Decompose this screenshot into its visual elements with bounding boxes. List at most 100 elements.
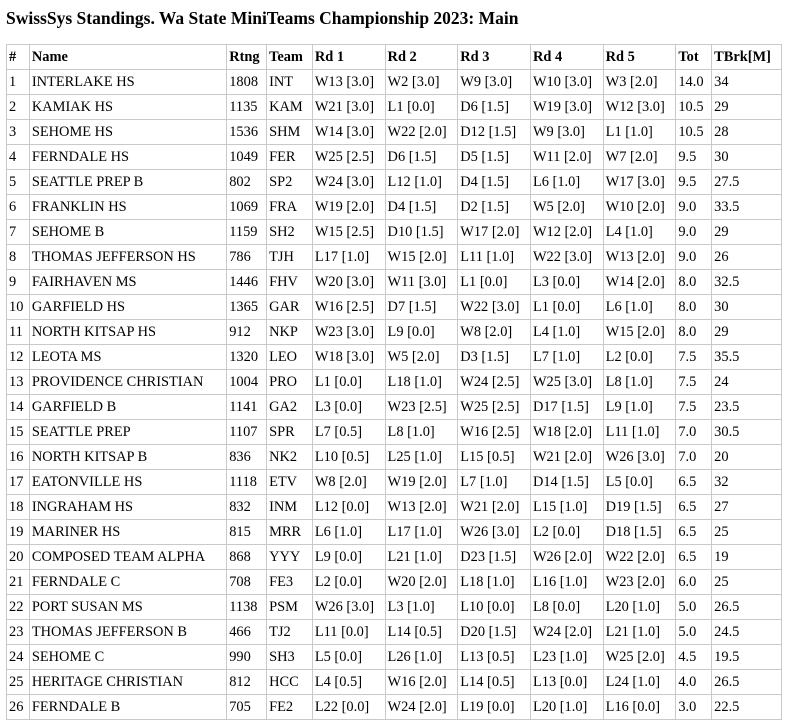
- cell-round-2: W20 [2.0]: [385, 570, 459, 595]
- cell-tiebreak: 26.5: [712, 670, 782, 695]
- column-header-round-2: Rd 2: [385, 45, 459, 70]
- cell-round-3: L1 [0.0]: [458, 270, 531, 295]
- cell-round-1: W8 [2.0]: [312, 470, 386, 495]
- cell-round-5: L2 [0.0]: [603, 345, 677, 370]
- cell-rank: 6: [7, 195, 30, 220]
- cell-tiebreak: 19: [712, 545, 782, 570]
- cell-tiebreak: 34: [712, 70, 782, 95]
- cell-total: 6.0: [676, 570, 713, 595]
- cell-round-1: W26 [3.0]: [312, 595, 386, 620]
- cell-round-2: W19 [2.0]: [385, 470, 459, 495]
- cell-round-1: L12 [0.0]: [312, 495, 386, 520]
- column-header-rating: Rtng: [227, 45, 268, 70]
- cell-round-3: W21 [2.0]: [458, 495, 531, 520]
- cell-team-code: GAR: [267, 295, 313, 320]
- cell-round-4: L16 [1.0]: [530, 570, 604, 595]
- cell-tiebreak: 19.5: [712, 645, 782, 670]
- cell-round-5: L21 [1.0]: [603, 620, 677, 645]
- cell-round-4: W5 [2.0]: [530, 195, 604, 220]
- table-row: 8 THOMAS JEFFERSON HS 786 TJH L17 [1.0] W15 […: [7, 245, 782, 270]
- cell-round-4: L15 [1.0]: [530, 495, 604, 520]
- cell-round-2: W13 [2.0]: [385, 495, 459, 520]
- cell-round-4: L4 [1.0]: [530, 320, 604, 345]
- cell-total: 9.0: [676, 220, 713, 245]
- table-row: 7 SEHOME B 1159 SH2 W15 [2.5] D10 [1.5] W17 [2…: [7, 220, 782, 245]
- cell-round-5: W10 [2.0]: [603, 195, 677, 220]
- cell-round-2: W16 [2.0]: [385, 670, 459, 695]
- cell-rating: 1446: [227, 270, 268, 295]
- cell-total: 9.0: [676, 245, 713, 270]
- cell-round-3: D23 [1.5]: [458, 545, 531, 570]
- cell-round-1: L10 [0.5]: [312, 445, 386, 470]
- table-row: 19 MARINER HS 815 MRR L6 [1.0] L17 [1.0] W26 […: [7, 520, 782, 545]
- cell-round-3: L15 [0.5]: [458, 445, 531, 470]
- cell-team-code: SPR: [267, 420, 313, 445]
- cell-rank: 25: [7, 670, 30, 695]
- cell-rating: 1536: [227, 120, 268, 145]
- cell-round-3: W8 [2.0]: [458, 320, 531, 345]
- cell-rating: 832: [227, 495, 268, 520]
- cell-tiebreak: 29: [712, 95, 782, 120]
- cell-round-2: L12 [1.0]: [385, 170, 459, 195]
- cell-round-4: L2 [0.0]: [530, 520, 604, 545]
- cell-team-name: THOMAS JEFFERSON HS: [29, 245, 228, 270]
- cell-rating: 1365: [227, 295, 268, 320]
- cell-team-name: MARINER HS: [29, 520, 228, 545]
- cell-total: 5.0: [676, 595, 713, 620]
- cell-team-code: TJ2: [267, 620, 313, 645]
- cell-round-3: L14 [0.5]: [458, 670, 531, 695]
- cell-rating: 1135: [227, 95, 268, 120]
- cell-total: 10.5: [676, 120, 713, 145]
- cell-tiebreak: 25: [712, 520, 782, 545]
- cell-round-2: L8 [1.0]: [385, 420, 459, 445]
- column-header-team-name: Name: [29, 45, 228, 70]
- table-row: 9 FAIRHAVEN MS 1446 FHV W20 [3.0] W11 [3.0] L1…: [7, 270, 782, 295]
- cell-round-5: D18 [1.5]: [603, 520, 677, 545]
- cell-total: 6.5: [676, 545, 713, 570]
- cell-round-2: L3 [1.0]: [385, 595, 459, 620]
- cell-round-4: W19 [3.0]: [530, 95, 604, 120]
- cell-rank: 18: [7, 495, 30, 520]
- column-header-round-1: Rd 1: [312, 45, 386, 70]
- cell-team-name: SEHOME B: [29, 220, 228, 245]
- cell-rank: 20: [7, 545, 30, 570]
- cell-tiebreak: 29: [712, 220, 782, 245]
- cell-team-name: FRANKLIN HS: [29, 195, 228, 220]
- cell-round-1: L17 [1.0]: [312, 245, 386, 270]
- cell-rank: 9: [7, 270, 30, 295]
- cell-round-4: W12 [2.0]: [530, 220, 604, 245]
- cell-team-name: SEHOME HS: [29, 120, 228, 145]
- cell-team-code: GA2: [267, 395, 313, 420]
- cell-round-3: L19 [0.0]: [458, 695, 531, 720]
- cell-tiebreak: 24: [712, 370, 782, 395]
- cell-team-name: THOMAS JEFFERSON B: [29, 620, 228, 645]
- cell-team-name: FERNDALE HS: [29, 145, 228, 170]
- cell-round-3: L7 [1.0]: [458, 470, 531, 495]
- cell-round-1: W23 [3.0]: [312, 320, 386, 345]
- cell-round-5: L9 [1.0]: [603, 395, 677, 420]
- table-row: 5 SEATTLE PREP B 802 SP2 W24 [3.0] L12 [1.0] D…: [7, 170, 782, 195]
- cell-team-name: NORTH KITSAP B: [29, 445, 228, 470]
- cell-rating: 802: [227, 170, 268, 195]
- table-row: 11 NORTH KITSAP HS 912 NKP W23 [3.0] L9 [0.0]…: [7, 320, 782, 345]
- cell-rating: 708: [227, 570, 268, 595]
- cell-round-1: L5 [0.0]: [312, 645, 386, 670]
- cell-team-name: GARFIELD B: [29, 395, 228, 420]
- cell-round-4: W25 [3.0]: [530, 370, 604, 395]
- cell-total: 5.0: [676, 620, 713, 645]
- cell-team-name: SEATTLE PREP: [29, 420, 228, 445]
- cell-round-3: L11 [1.0]: [458, 245, 531, 270]
- cell-round-5: L5 [0.0]: [603, 470, 677, 495]
- cell-team-code: SHM: [267, 120, 313, 145]
- cell-round-2: L9 [0.0]: [385, 320, 459, 345]
- cell-rank: 26: [7, 695, 30, 720]
- cell-round-4: W10 [3.0]: [530, 70, 604, 95]
- cell-round-5: W15 [2.0]: [603, 320, 677, 345]
- cell-round-2: L21 [1.0]: [385, 545, 459, 570]
- column-header-rank: #: [7, 45, 30, 70]
- cell-tiebreak: 30: [712, 295, 782, 320]
- table-row: 12 LEOTA MS 1320 LEO W18 [3.0] W5 [2.0] D3 [1.…: [7, 345, 782, 370]
- cell-round-5: L20 [1.0]: [603, 595, 677, 620]
- cell-round-3: L13 [0.5]: [458, 645, 531, 670]
